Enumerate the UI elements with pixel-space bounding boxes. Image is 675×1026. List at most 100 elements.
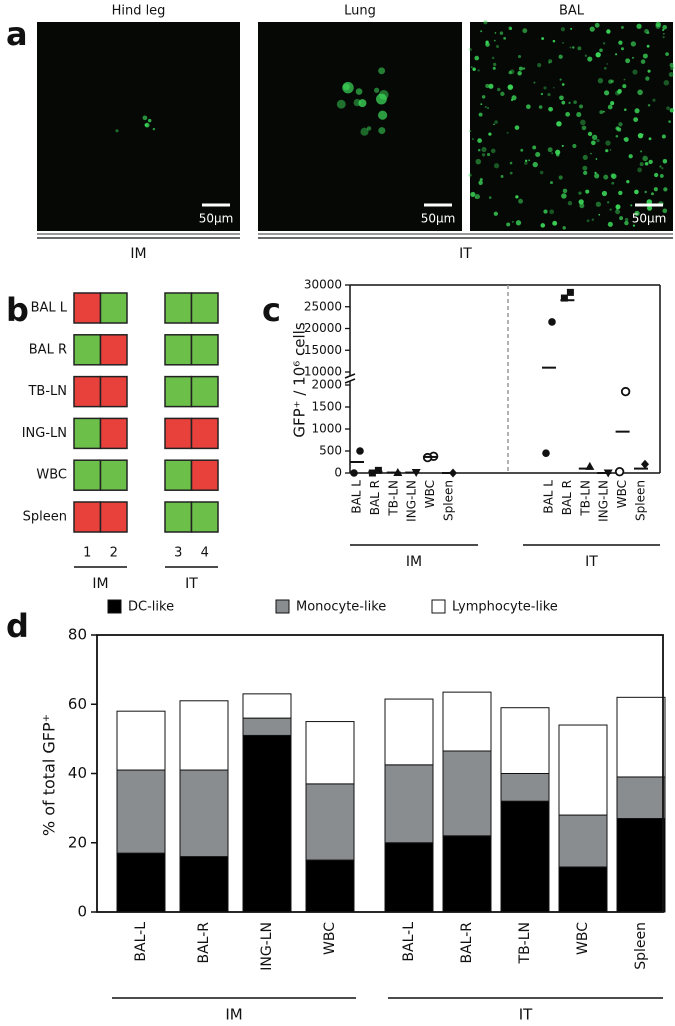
cell-spot bbox=[485, 83, 490, 88]
cell-spot bbox=[624, 220, 629, 226]
cell-spot bbox=[594, 173, 600, 179]
bar-segment bbox=[558, 814, 608, 868]
cell-spot bbox=[517, 71, 522, 76]
cell-spot bbox=[579, 104, 583, 109]
cell-spot bbox=[540, 92, 544, 96]
cell-spot bbox=[625, 58, 631, 64]
cell-spot bbox=[577, 46, 582, 51]
status-cell bbox=[99, 334, 128, 366]
x-tick-label: TB-LN bbox=[578, 480, 592, 517]
cell-spot bbox=[605, 149, 609, 153]
cell-spot bbox=[644, 161, 649, 166]
cell-spot bbox=[573, 100, 577, 105]
cell-spot bbox=[552, 220, 558, 226]
cell-spot bbox=[378, 67, 386, 75]
cell-spot bbox=[474, 194, 481, 200]
cell-spot bbox=[142, 115, 148, 121]
column-label: 2 bbox=[110, 546, 118, 561]
cell-spot bbox=[636, 23, 642, 29]
cell-spot bbox=[567, 201, 573, 206]
cell-spot bbox=[604, 90, 610, 96]
cell-spot bbox=[500, 91, 505, 97]
y-axis-label: GFP⁺ / 10⁶ cells bbox=[291, 322, 309, 437]
x-tick-label: ING-LN bbox=[597, 480, 611, 522]
cell-spot bbox=[342, 83, 350, 91]
status-cell bbox=[73, 417, 102, 450]
cell-spot bbox=[506, 222, 511, 227]
cell-spot bbox=[647, 103, 651, 107]
cell-spot bbox=[655, 23, 661, 29]
cell-spot bbox=[548, 106, 553, 112]
y-tick-label: 15000 bbox=[304, 343, 342, 357]
x-tick-label: WBC bbox=[423, 480, 437, 508]
bar-segment bbox=[616, 696, 666, 778]
x-tick-label: BAL R bbox=[560, 480, 574, 515]
cell-spot bbox=[488, 196, 492, 199]
cell-spot bbox=[469, 130, 471, 132]
cell-spot bbox=[562, 42, 564, 44]
cell-spot bbox=[468, 173, 472, 177]
cell-spot bbox=[594, 171, 597, 174]
panel-letter: b bbox=[6, 291, 29, 329]
cell-spot bbox=[507, 84, 514, 90]
x-tick-label: BAL-L bbox=[133, 922, 149, 962]
cell-spot bbox=[621, 47, 624, 51]
data-point bbox=[548, 318, 556, 326]
cell-spot bbox=[515, 195, 519, 199]
bar-segment bbox=[242, 693, 292, 719]
bar-segment bbox=[116, 769, 166, 854]
cell-spot bbox=[483, 20, 488, 25]
cell-spot bbox=[547, 92, 551, 97]
bar-segment bbox=[305, 721, 355, 785]
cell-spot bbox=[559, 78, 562, 81]
cell-spot bbox=[570, 27, 573, 30]
cell-spot bbox=[610, 173, 615, 178]
cell-spot bbox=[528, 159, 531, 162]
y-tick-label: 60 bbox=[68, 695, 87, 713]
cell-spot bbox=[535, 151, 541, 158]
cell-spot bbox=[622, 84, 627, 89]
bar-segment bbox=[179, 700, 229, 771]
cell-spot bbox=[598, 213, 601, 216]
cell-spot bbox=[607, 201, 610, 204]
status-cell bbox=[164, 375, 193, 408]
cell-spot bbox=[610, 79, 614, 83]
cell-spot bbox=[522, 67, 526, 70]
cell-spot bbox=[630, 41, 636, 47]
cell-spot bbox=[668, 71, 674, 78]
cell-spot bbox=[590, 152, 592, 155]
cell-spot bbox=[493, 211, 498, 216]
cell-spot bbox=[615, 204, 621, 210]
cell-spot bbox=[661, 134, 666, 139]
cell-spot bbox=[552, 39, 556, 43]
cell-spot bbox=[605, 140, 611, 146]
cell-spot bbox=[648, 159, 653, 165]
x-tick-label: Spleen bbox=[634, 480, 648, 521]
cell-spot bbox=[661, 167, 664, 170]
cell-spot bbox=[594, 22, 600, 28]
plot-frame bbox=[96, 634, 664, 913]
y-tick-label: 20000 bbox=[304, 321, 342, 335]
cell-spot bbox=[662, 28, 665, 32]
x-tick-label: BAL-L bbox=[401, 922, 417, 962]
image-title: Lung bbox=[344, 4, 376, 19]
cell-spot bbox=[637, 89, 643, 96]
cell-spot bbox=[551, 152, 554, 155]
cell-spot bbox=[572, 143, 577, 149]
micrograph bbox=[258, 22, 462, 231]
cell-spot bbox=[561, 144, 564, 147]
cell-spot bbox=[548, 59, 553, 64]
cell-spot bbox=[514, 125, 520, 130]
cell-spot bbox=[634, 189, 639, 195]
cell-spot bbox=[669, 62, 674, 68]
cell-spot bbox=[646, 205, 653, 211]
bar-segment bbox=[616, 818, 666, 913]
cell-spot bbox=[562, 226, 566, 230]
row-label: Spleen bbox=[23, 510, 67, 525]
cell-spot bbox=[147, 118, 152, 123]
micrograph bbox=[37, 22, 240, 231]
row-label: ING-LN bbox=[22, 426, 67, 441]
bar-segment bbox=[305, 859, 355, 913]
cell-spot bbox=[615, 126, 620, 131]
